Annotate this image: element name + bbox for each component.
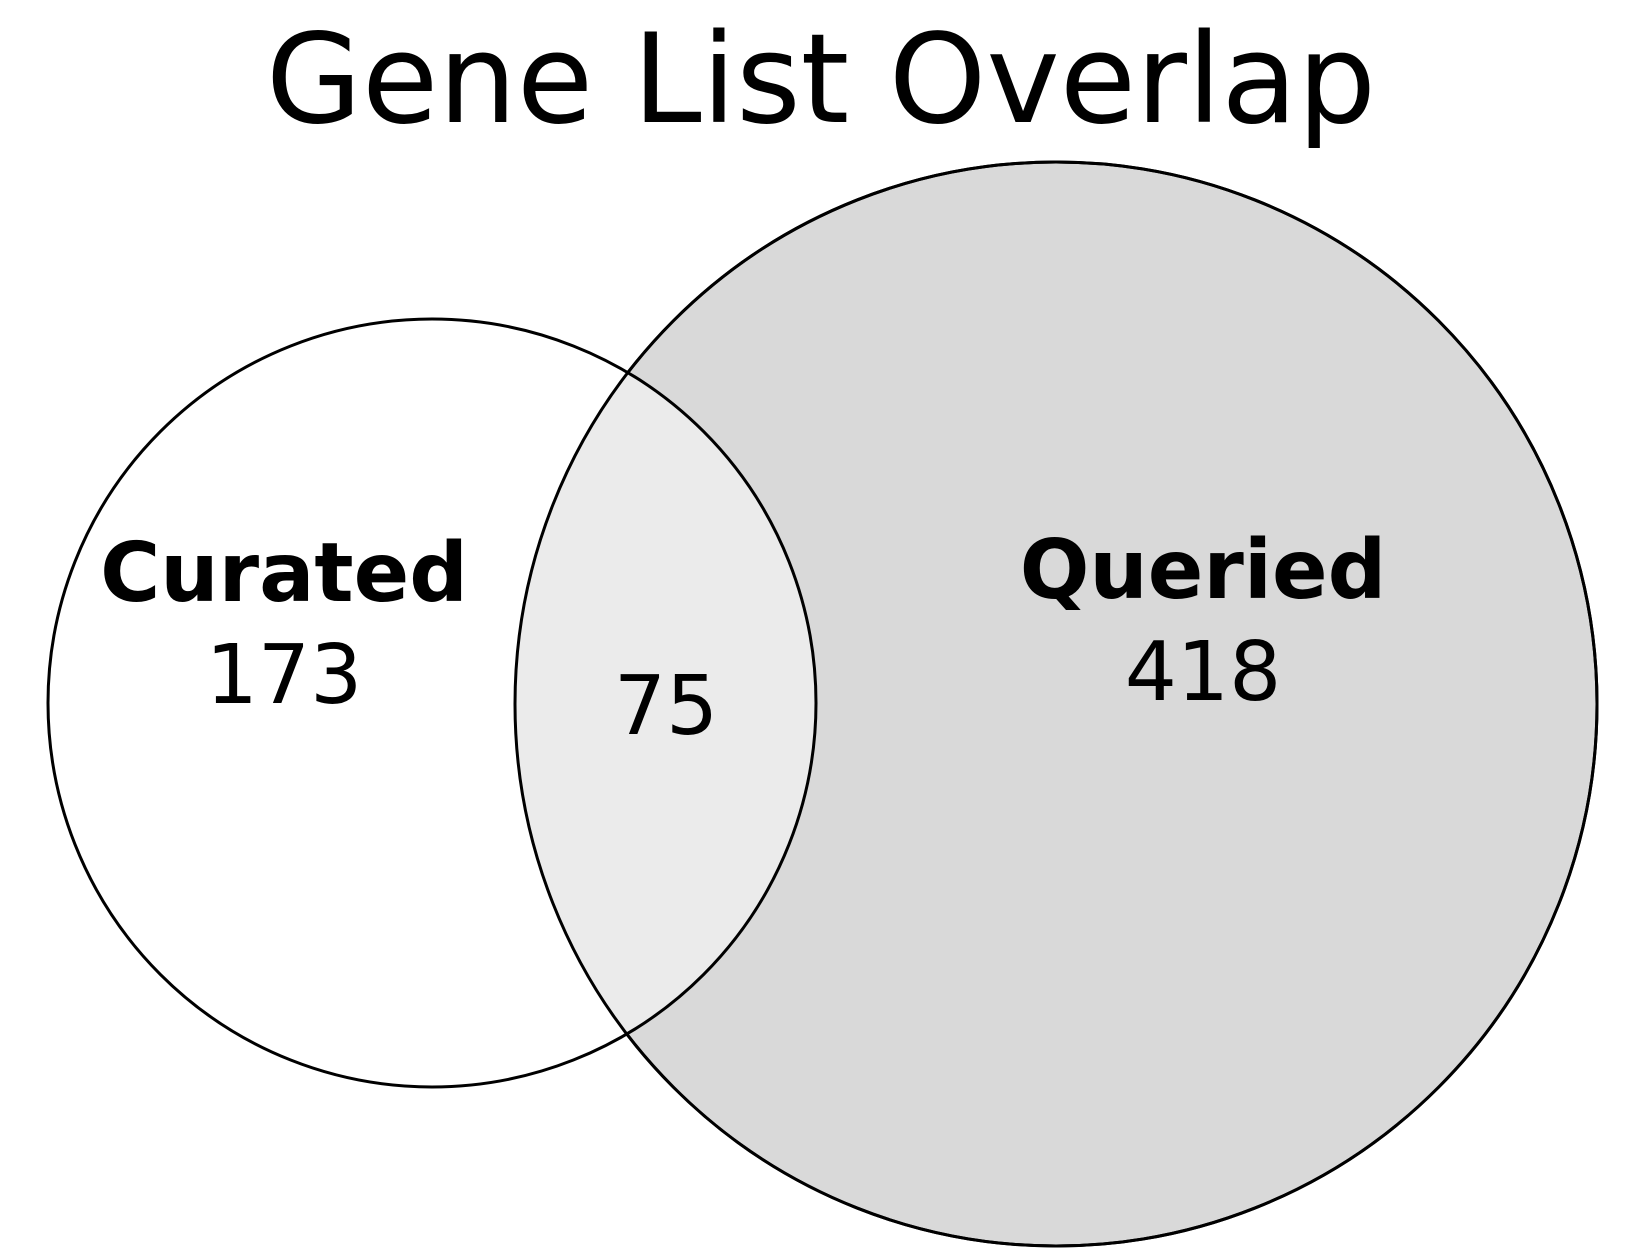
curated-only-count: 173 (206, 628, 363, 723)
intersection-count: 75 (614, 659, 718, 754)
diagram-title: Gene List Overlap (266, 8, 1376, 152)
curated-set-label: Curated (100, 526, 468, 621)
queried-only-count: 418 (1125, 625, 1282, 720)
queried-set-label: Queried (1020, 523, 1387, 618)
curated-set-outline (46, 317, 818, 1089)
queried-set-outline (513, 160, 1599, 1248)
